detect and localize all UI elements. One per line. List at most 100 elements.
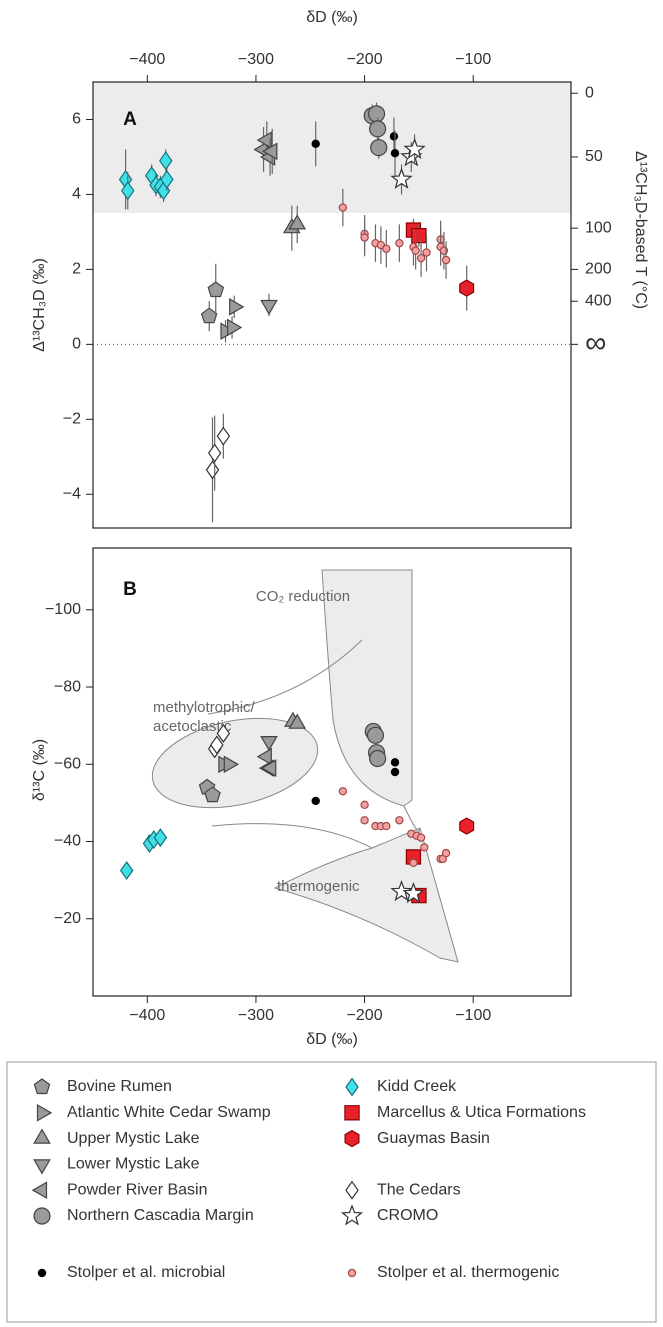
annotation: thermogenic	[277, 878, 360, 895]
data-point	[338, 787, 348, 796]
data-point	[395, 816, 404, 825]
y-tick-label: −80	[54, 678, 81, 695]
data-point	[360, 816, 369, 825]
data-point	[367, 105, 386, 123]
data-point	[204, 786, 221, 803]
y2-axis-label: Δ¹³CH₃D-based T (°C)	[632, 151, 649, 309]
y-tick-label: 2	[72, 261, 81, 278]
legend-label: Marcellus & Utica Formations	[377, 1104, 586, 1121]
y2-tick-label: 50	[585, 148, 603, 165]
data-point	[403, 137, 426, 159]
y-tick-label: −2	[63, 411, 81, 428]
legend-marker	[345, 1180, 359, 1200]
annotation: acetoclastic	[153, 718, 232, 735]
legend-label: Northern Cascadia Margin	[67, 1207, 254, 1224]
data-point	[216, 723, 231, 743]
legend-label: Atlantic White Cedar Swamp	[67, 1104, 271, 1121]
panel-label: A	[123, 109, 137, 130]
y-tick-label: 4	[72, 186, 81, 203]
data-point	[207, 443, 222, 463]
data-point	[223, 755, 239, 774]
x-tick-label: −300	[238, 51, 274, 68]
data-point	[402, 881, 425, 904]
x-tick-label: −200	[347, 51, 383, 68]
y-tick-label: 0	[72, 336, 81, 353]
data-point	[390, 767, 400, 777]
y-tick-label: −60	[54, 755, 81, 772]
legend-label: Stolper et al. thermogenic	[377, 1264, 559, 1281]
y-tick-label: −4	[63, 485, 81, 502]
y2-tick-label: 0	[585, 84, 594, 101]
data-point	[207, 281, 225, 298]
data-point	[229, 298, 245, 316]
data-point	[260, 735, 278, 752]
process-regions	[151, 569, 459, 963]
legend-label: Stolper et al. microbial	[67, 1264, 225, 1281]
data-point	[416, 833, 426, 842]
data-point	[210, 735, 224, 755]
y2-tick-label: 200	[585, 261, 612, 278]
legend-marker	[36, 1103, 53, 1122]
data-point	[389, 132, 399, 141]
legend-marker	[345, 1077, 359, 1097]
legend-marker	[33, 1159, 51, 1175]
data-point	[390, 758, 400, 767]
x-tick-label: −400	[129, 1007, 165, 1024]
legend-label: Bovine Rumen	[67, 1078, 172, 1095]
legend-label: CROMO	[377, 1207, 438, 1224]
plot-frame	[92, 547, 572, 997]
data-point	[459, 279, 475, 297]
data-point	[422, 248, 431, 257]
equilibrium-band	[93, 82, 571, 213]
data-point	[153, 828, 168, 848]
legend-label: Guaymas Basin	[377, 1130, 490, 1147]
data-point	[119, 860, 134, 881]
x-tick-label: −400	[129, 51, 165, 68]
data-point	[227, 318, 243, 337]
data-point	[260, 299, 278, 316]
legend-marker	[344, 1129, 360, 1148]
panel-label: B	[123, 579, 137, 600]
data-point	[121, 181, 135, 201]
x-tick-label: −100	[455, 51, 491, 68]
data-point	[459, 817, 475, 835]
data-point	[288, 214, 307, 230]
data-point	[369, 120, 387, 138]
y-tick-label: 6	[72, 111, 81, 128]
data-point	[216, 426, 231, 446]
data-point	[441, 848, 451, 858]
y2-tick-label: ∞	[585, 326, 606, 359]
y-axis-label: δ¹³C (‰)	[31, 739, 48, 801]
data-point	[395, 238, 404, 248]
legend-marker	[347, 1268, 357, 1278]
data-point	[159, 151, 173, 171]
y-tick-label: −100	[45, 601, 81, 618]
x-axis-label: δD (‰)	[306, 9, 358, 26]
legend-marker	[31, 1181, 48, 1200]
data-point	[288, 713, 307, 729]
data-point	[420, 843, 429, 852]
data-point	[441, 255, 451, 265]
legend-label: Kidd Creek	[377, 1078, 457, 1095]
y-axis-label: Δ¹³CH₃D (‰)	[31, 258, 48, 352]
data-point	[369, 749, 387, 768]
data-point	[390, 879, 413, 902]
data-point	[261, 759, 277, 777]
legend-label: Lower Mystic Lake	[67, 1156, 200, 1173]
co2-region	[321, 569, 413, 807]
y2-tick-label: 400	[585, 292, 612, 309]
data-point	[360, 233, 369, 242]
data-point	[366, 726, 385, 744]
data-point	[382, 244, 391, 253]
x-tick-label: −100	[455, 1007, 491, 1024]
data-point	[256, 747, 272, 766]
legend-marker	[33, 1207, 51, 1225]
legend-marker	[340, 1204, 364, 1226]
data-point	[390, 149, 400, 158]
y-tick-label: −40	[54, 833, 81, 850]
annotation: CO₂ reduction	[256, 588, 350, 605]
data-point	[390, 167, 413, 189]
x-tick-label: −300	[238, 1007, 274, 1024]
data-point	[416, 253, 426, 263]
